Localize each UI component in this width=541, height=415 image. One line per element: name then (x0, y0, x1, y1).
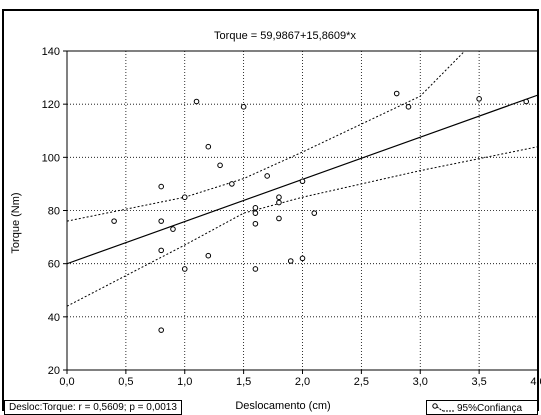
data-point (158, 183, 164, 190)
chart-title: Torque = 59,9867+15,8609*x (214, 30, 356, 42)
x-tick-label: 3,0 (413, 376, 428, 388)
data-point (252, 220, 259, 227)
data-points (111, 90, 530, 333)
data-point (252, 205, 259, 211)
data-point (193, 98, 200, 105)
confidence-line-icon (432, 403, 454, 412)
data-point (170, 226, 176, 232)
x-tick-label: 3,5 (471, 376, 486, 388)
data-point (311, 210, 318, 216)
legend-label: 95%Confiança (457, 403, 523, 414)
x-tick-label: 1,5 (236, 376, 251, 388)
data-point (111, 218, 117, 224)
data-point (181, 266, 188, 272)
y-axis-title: Torque (Nm) (10, 192, 22, 253)
data-point (240, 104, 247, 110)
data-point (276, 215, 282, 222)
data-point (217, 162, 223, 169)
data-point (229, 181, 235, 187)
data-point (252, 266, 259, 272)
data-point (252, 210, 259, 216)
x-axis-title: Deslocamento (cm) (235, 400, 330, 412)
data-point (205, 143, 212, 150)
x-tick-label: 4,0 (530, 376, 541, 388)
plot-area-border (66, 50, 539, 371)
y-tick-label: 120 (42, 99, 60, 111)
x-tick-label: 0,5 (118, 376, 133, 388)
data-point (181, 194, 188, 201)
data-point (205, 252, 212, 259)
data-point (158, 218, 164, 224)
data-point (264, 173, 270, 179)
confidence-upper-line (67, 51, 466, 222)
x-tick-label: 2,0 (295, 376, 310, 388)
y-tick-label: 40 (48, 312, 60, 324)
legend: 95%Confiança (426, 400, 538, 415)
confidence-lower-line (67, 146, 538, 307)
data-point (299, 178, 306, 185)
x-tick-label: 2,5 (354, 376, 369, 388)
y-tick-label: 20 (48, 365, 60, 377)
data-point (158, 327, 164, 333)
x-tick-label: 0,0 (59, 376, 74, 388)
tick-labels: 0,0 0,5 1,0 1,5 2,0 2,5 3,0 3,5 4,0 20 40 60 80 100 12… (42, 46, 541, 388)
data-point (158, 247, 164, 254)
x-tick-label: 1,0 (177, 376, 192, 388)
correlation-stats-box: Desloc:Torque: r = 0,5609; p = 0,0013 (4, 400, 182, 415)
y-tick-label: 80 (48, 206, 60, 218)
data-point (405, 104, 412, 110)
data-point (476, 96, 482, 102)
correlation-stats-text: Desloc:Torque: r = 0,5609; p = 0,0013 (9, 402, 177, 413)
data-point (276, 194, 282, 201)
data-point (523, 98, 530, 105)
y-tick-label: 60 (48, 259, 60, 271)
confidence-band (67, 51, 538, 307)
y-tick-label: 140 (42, 46, 60, 58)
data-point (287, 258, 294, 264)
data-point (276, 199, 282, 206)
data-point (299, 255, 306, 262)
y-tick-label: 100 (42, 152, 60, 164)
grid-lines (67, 51, 538, 370)
data-point (393, 90, 400, 97)
